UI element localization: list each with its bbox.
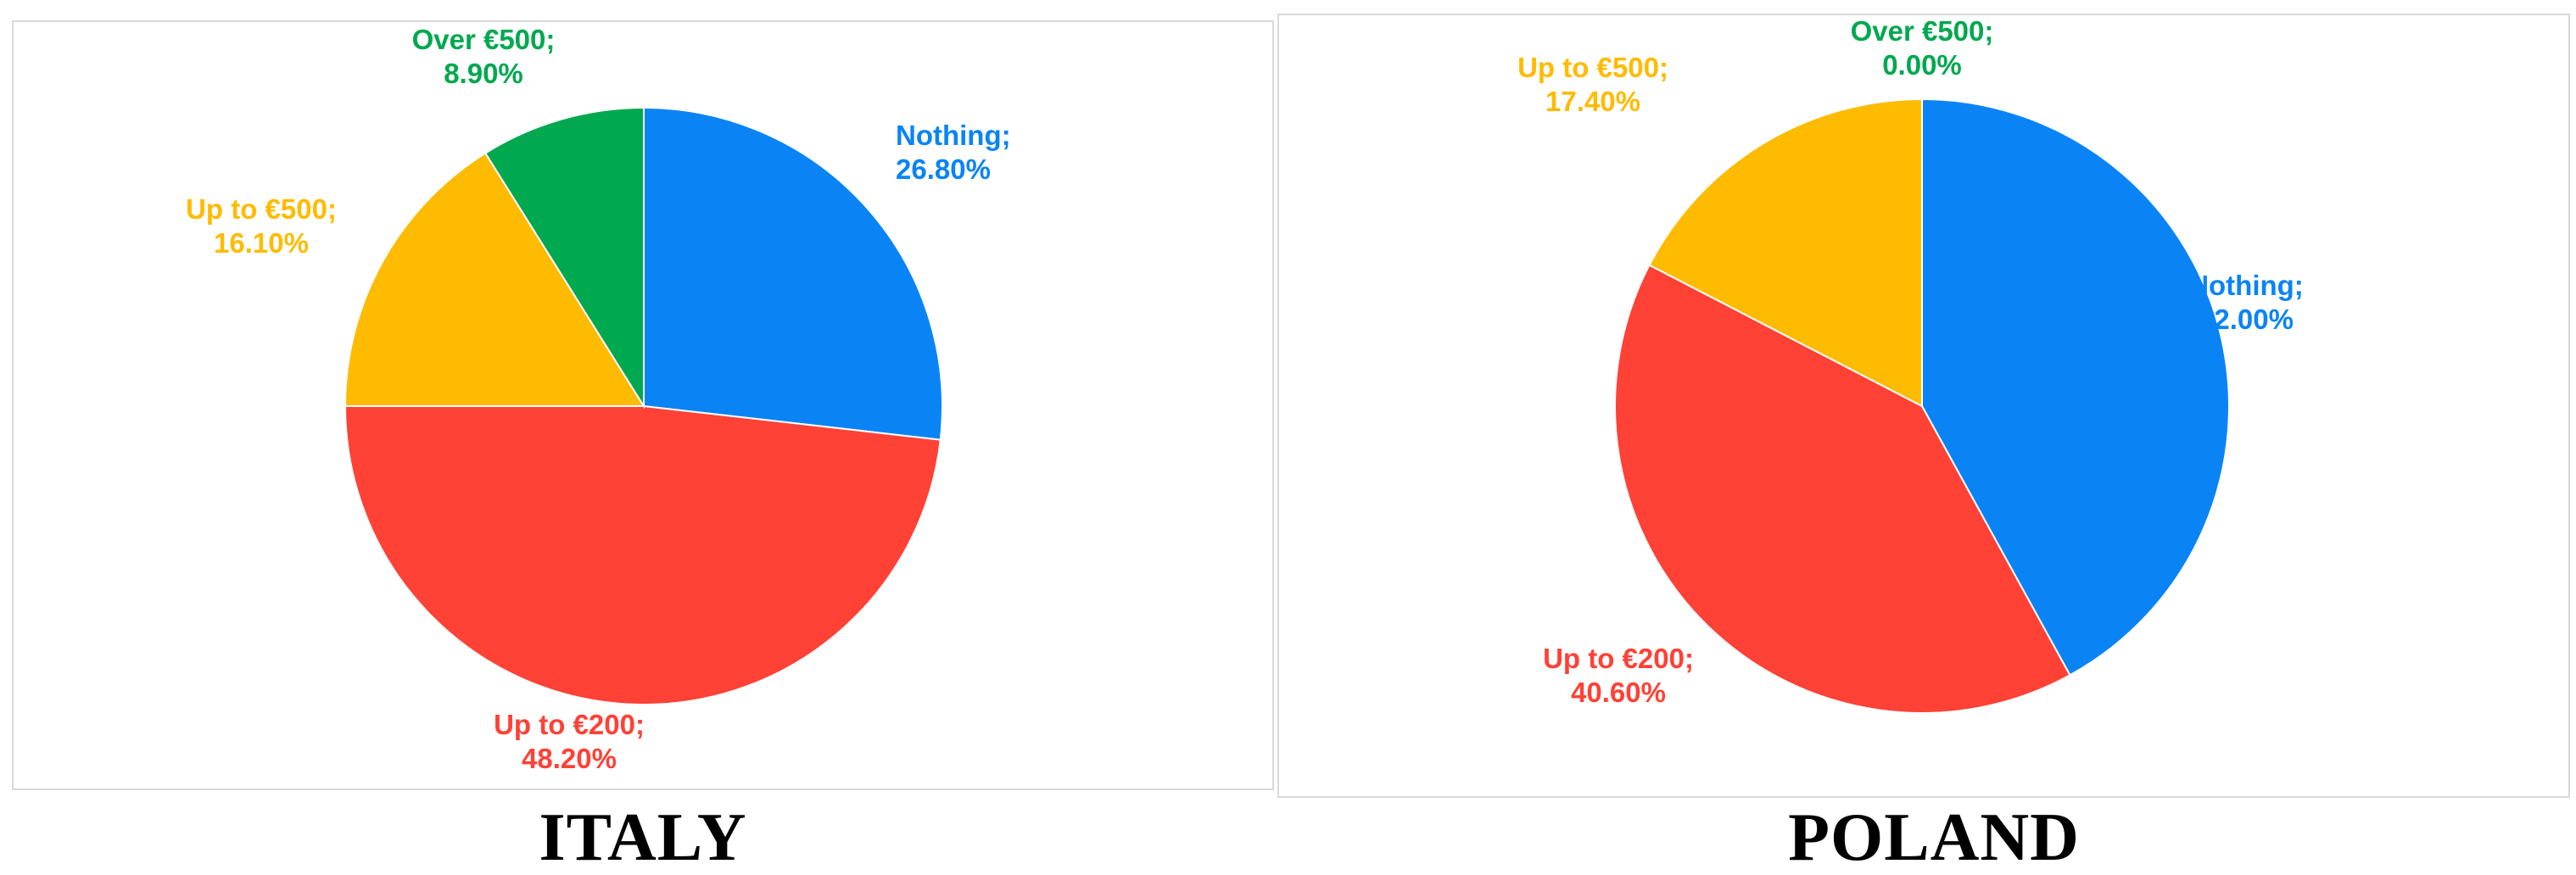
italy-label-up-to-eur200: Up to €200; 48.20% <box>494 709 645 774</box>
poland-pie-chart: Nothing; 42.00% Up to €200; 40.60% Up to €50… <box>1517 15 2304 714</box>
italy-label-nothing: Nothing; 26.80% <box>896 120 1011 185</box>
italy-chart-title: ITALY <box>539 800 747 875</box>
italy-label-over-eur500: Over €500; 8.90% <box>412 24 556 89</box>
poland-chart-title: POLAND <box>1788 800 2080 875</box>
poland-slice-nothing <box>1921 98 2230 677</box>
poland-slice-up-to-eur500 <box>1648 98 1923 408</box>
italy-slice-over-eur500 <box>483 106 645 410</box>
italy-slice-up-to-eur500 <box>344 152 645 407</box>
poland-slice-up-to-eur200 <box>1614 264 2071 714</box>
poland-label-over-eur500: Over €500; 0.00% <box>1851 15 1994 81</box>
poland-label-nothing: Nothing; 42.00% <box>2188 270 2304 335</box>
poland-label-up-to-eur500: Up to €500; 17.40% <box>1517 52 1668 117</box>
italy-label-up-to-eur500: Up to €500; 16.10% <box>186 193 337 259</box>
italy-pie-chart: Nothing; 26.80% Up to €200; 48.20% Up to €50… <box>186 24 1011 774</box>
italy-slice-nothing <box>643 106 943 441</box>
poland-label-up-to-eur200: Up to €200; 40.60% <box>1543 643 1694 708</box>
italy-slice-up-to-eur200 <box>344 405 942 705</box>
italy-pie-panel: Nothing; 26.80% Up to €200; 48.20% Up to €50… <box>12 20 1274 790</box>
poland-pie-panel: Nothing; 42.00% Up to €200; 40.60% Up to €50… <box>1277 14 2570 798</box>
